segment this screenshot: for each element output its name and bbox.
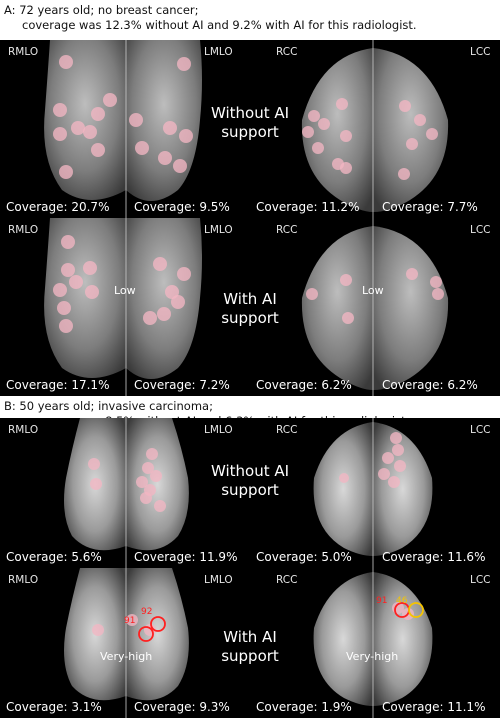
condition-line1: Without AI	[210, 462, 290, 480]
coverage-rcc: Coverage: 11.2%	[256, 200, 360, 214]
view-label-rcc: RCC	[276, 224, 298, 236]
panel-a-without-ai: RMLO LMLO RCC LCC Without AI support Cov…	[0, 40, 500, 218]
section-a-caption: A: 72 years old; no breast cancer; cover…	[0, 0, 500, 40]
view-label-lmlo: LMLO	[204, 224, 233, 236]
ai-score-mlo-1: 92	[141, 607, 153, 617]
ai-score-cc-1: 91	[376, 596, 388, 606]
section-a-line1: A: 72 years old; no breast cancer;	[4, 3, 199, 17]
condition-line2: support	[221, 481, 279, 499]
coverage-lmlo: Coverage: 9.5%	[134, 200, 230, 214]
breast-lmlo	[126, 418, 189, 551]
coverage-lcc: Coverage: 7.7%	[382, 200, 478, 214]
mammogram-images	[64, 418, 433, 568]
coverage-lcc: Coverage: 6.2%	[382, 378, 478, 392]
section-a-line2: coverage was 12.3% without AI and 9.2% w…	[22, 18, 417, 32]
section-b-caption: B: 50 years old; invasive carcinoma; cov…	[0, 396, 500, 436]
view-label-lcc: LCC	[470, 574, 491, 586]
condition-line1: With AI	[223, 290, 277, 308]
view-label-rmlo: RMLO	[8, 574, 39, 586]
breast-rcc	[301, 48, 373, 212]
mammogram-images	[44, 218, 449, 396]
breast-rcc	[313, 572, 373, 706]
ai-risk-tag-mlo: Low	[114, 284, 136, 297]
ai-score-mlo-2: 91	[124, 616, 136, 626]
panel-a-with-ai: RMLO LMLO RCC LCC Low Low With AI suppor…	[0, 218, 500, 396]
view-label-rmlo: RMLO	[8, 424, 39, 436]
breast-lmlo	[126, 218, 202, 379]
view-label-rcc: RCC	[276, 46, 298, 58]
coverage-lmlo: Coverage: 11.9%	[134, 550, 238, 564]
coverage-lmlo: Coverage: 9.3%	[134, 700, 230, 714]
panel-b-with-ai: 92 91 91 46 RMLO LMLO RCC LCC Very-high …	[0, 568, 500, 718]
view-label-rcc: RCC	[276, 424, 298, 436]
ai-finding-marks	[138, 602, 424, 642]
view-label-lmlo: LMLO	[204, 574, 233, 586]
breast-rmlo	[44, 40, 126, 200]
view-label-lmlo: LMLO	[204, 424, 233, 436]
breast-rcc	[313, 422, 373, 556]
condition-line1: With AI	[223, 628, 277, 646]
view-label-lcc: LCC	[470, 46, 491, 58]
breast-rmlo	[44, 218, 126, 378]
condition-line2: support	[221, 123, 279, 141]
coverage-rmlo: Coverage: 5.6%	[6, 550, 102, 564]
breast-rcc	[301, 226, 373, 390]
mammogram-images	[64, 568, 433, 718]
view-label-lcc: LCC	[470, 424, 491, 436]
coverage-rmlo: Coverage: 17.1%	[6, 378, 110, 392]
coverage-lcc: Coverage: 11.6%	[382, 550, 486, 564]
coverage-rcc: Coverage: 6.2%	[256, 378, 352, 392]
coverage-lcc: Coverage: 11.1%	[382, 700, 486, 714]
ai-risk-tag-mlo: Very-high	[100, 650, 153, 663]
breast-lcc	[373, 572, 433, 706]
panel-b-without-ai: RMLO LMLO RCC LCC Without AI support Cov…	[0, 418, 500, 568]
condition-label: Without AI support	[190, 462, 310, 500]
view-label-lmlo: LMLO	[204, 46, 233, 58]
coverage-rcc: Coverage: 5.0%	[256, 550, 352, 564]
view-label-lcc: LCC	[470, 224, 491, 236]
coverage-lmlo: Coverage: 7.2%	[134, 378, 230, 392]
coverage-rmlo: Coverage: 20.7%	[6, 200, 110, 214]
fixation-markers	[53, 55, 438, 180]
fixation-markers	[88, 432, 406, 512]
breast-lcc	[373, 226, 449, 390]
condition-line2: support	[221, 647, 279, 665]
breast-lmlo	[126, 568, 189, 701]
condition-label: Without AI support	[190, 104, 310, 142]
breast-lcc	[373, 422, 433, 556]
mammogram-images	[44, 40, 449, 218]
view-label-rmlo: RMLO	[8, 224, 39, 236]
ai-score-cc-2: 46	[396, 596, 408, 606]
ai-risk-tag-cc: Low	[362, 284, 384, 297]
coverage-rmlo: Coverage: 3.1%	[6, 700, 102, 714]
section-b-line1: B: 50 years old; invasive carcinoma;	[4, 399, 213, 413]
condition-line2: support	[221, 309, 279, 327]
coverage-rcc: Coverage: 1.9%	[256, 700, 352, 714]
ai-risk-tag-cc: Very-high	[346, 650, 399, 663]
condition-label: With AI support	[190, 290, 310, 328]
view-label-rmlo: RMLO	[8, 46, 39, 58]
condition-line1: Without AI	[210, 104, 290, 122]
breast-lcc	[373, 48, 449, 212]
condition-label: With AI support	[190, 628, 310, 666]
fixation-markers	[53, 235, 444, 333]
view-label-rcc: RCC	[276, 574, 298, 586]
